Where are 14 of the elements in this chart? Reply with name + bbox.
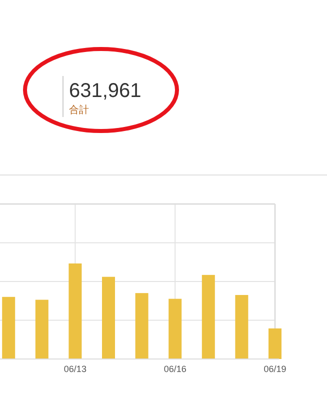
bar xyxy=(135,293,148,359)
bar xyxy=(235,294,248,359)
x-tick-label: 06/19 xyxy=(264,364,286,374)
x-tick-label: 06/16 xyxy=(164,364,186,374)
bar xyxy=(35,300,48,359)
text: 合計 xyxy=(69,104,89,116)
bar xyxy=(268,328,282,359)
bar xyxy=(202,274,215,359)
bar xyxy=(102,276,115,359)
bar xyxy=(168,298,182,359)
bar xyxy=(68,263,82,359)
text: 631,961 xyxy=(69,80,142,102)
x-tick-label: 06/13 xyxy=(64,364,86,374)
bar xyxy=(2,296,16,359)
